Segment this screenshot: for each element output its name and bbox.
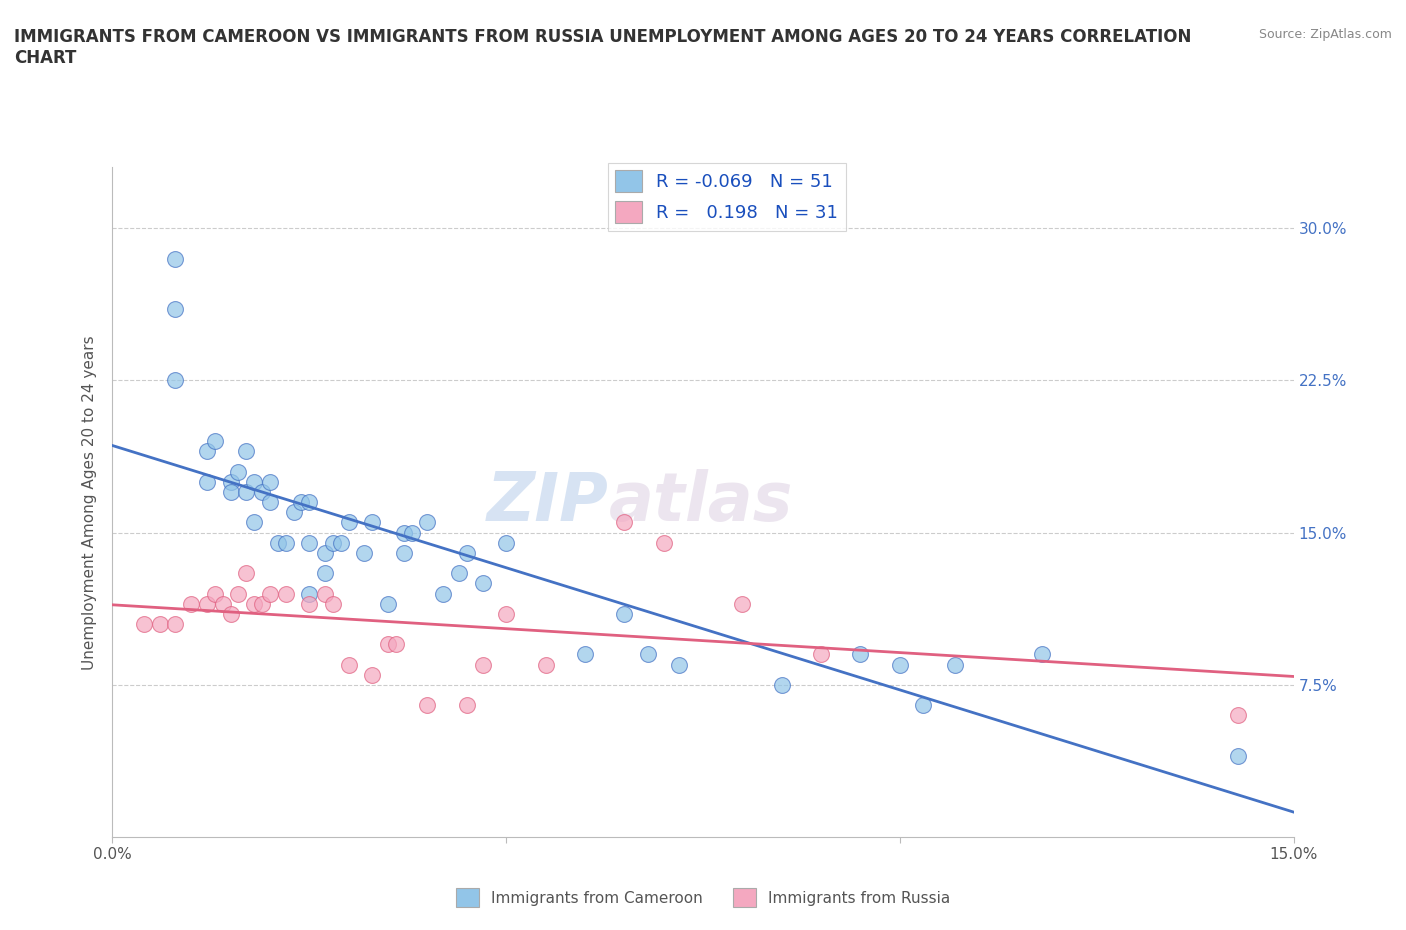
Point (447, 565, 470, 580)
Point (274, 586, 297, 601)
Point (132, 617, 155, 631)
Point (314, 586, 336, 601)
Text: IMMIGRANTS FROM CAMEROON VS IMMIGRANTS FROM RUSSIA UNEMPLOYMENT AMONG AGES 20 TO: IMMIGRANTS FROM CAMEROON VS IMMIGRANTS F… (14, 28, 1191, 67)
Point (943, 658, 966, 672)
Point (416, 515, 439, 530)
Point (322, 596, 344, 611)
Legend: R = -0.069   N = 51, R =   0.198   N = 31: R = -0.069 N = 51, R = 0.198 N = 31 (607, 163, 845, 231)
Point (235, 565, 257, 580)
Point (204, 586, 226, 601)
Point (731, 596, 754, 611)
Point (165, 302, 187, 317)
Point (274, 536, 297, 551)
Point (243, 474, 266, 489)
Point (456, 698, 478, 712)
Point (495, 536, 517, 551)
Point (1031, 647, 1053, 662)
Point (401, 525, 423, 540)
Point (361, 667, 384, 682)
Point (219, 485, 242, 499)
Point (204, 434, 226, 449)
Point (259, 495, 281, 510)
Point (1227, 708, 1250, 723)
Point (180, 596, 202, 611)
Point (149, 617, 172, 631)
Point (353, 546, 375, 561)
Point (432, 586, 454, 601)
Point (290, 495, 312, 510)
Point (165, 251, 187, 266)
Point (471, 576, 494, 591)
Point (211, 596, 233, 611)
Point (1227, 749, 1250, 764)
Text: Source: ZipAtlas.com: Source: ZipAtlas.com (1258, 28, 1392, 41)
Point (495, 606, 517, 621)
Point (228, 464, 250, 479)
Point (298, 495, 321, 510)
Point (267, 536, 290, 551)
Point (235, 485, 257, 499)
Point (329, 536, 352, 551)
Point (165, 373, 187, 388)
Point (392, 546, 415, 561)
Point (770, 677, 793, 692)
Point (228, 586, 250, 601)
Point (392, 525, 415, 540)
Point (165, 617, 187, 631)
Y-axis label: Unemployment Among Ages 20 to 24 years: Unemployment Among Ages 20 to 24 years (82, 335, 97, 670)
Point (298, 596, 321, 611)
Point (385, 637, 408, 652)
Point (219, 606, 242, 621)
Point (889, 658, 911, 672)
Point (377, 596, 399, 611)
Point (668, 658, 690, 672)
Point (361, 515, 384, 530)
Point (235, 444, 257, 458)
Point (195, 474, 218, 489)
Point (574, 647, 596, 662)
Point (314, 565, 336, 580)
Point (322, 536, 344, 551)
Point (416, 698, 439, 712)
Point (337, 515, 360, 530)
Point (259, 586, 281, 601)
Point (298, 586, 321, 601)
Point (810, 647, 832, 662)
Point (250, 485, 273, 499)
Point (219, 474, 242, 489)
Point (243, 515, 266, 530)
Legend: Immigrants from Cameroon, Immigrants from Russia: Immigrants from Cameroon, Immigrants fro… (450, 883, 956, 913)
Point (912, 698, 935, 712)
Point (613, 515, 636, 530)
Point (259, 474, 281, 489)
Point (337, 658, 360, 672)
Point (652, 536, 675, 551)
Point (637, 647, 659, 662)
Point (471, 658, 494, 672)
Point (377, 637, 399, 652)
Point (298, 536, 321, 551)
Point (456, 546, 478, 561)
Point (314, 546, 336, 561)
Point (283, 505, 305, 520)
Point (534, 658, 557, 672)
Point (250, 596, 273, 611)
Text: atlas: atlas (609, 470, 793, 535)
Text: ZIP: ZIP (486, 470, 609, 535)
Point (243, 596, 266, 611)
Point (195, 596, 218, 611)
Point (849, 647, 872, 662)
Point (195, 444, 218, 458)
Point (613, 606, 636, 621)
